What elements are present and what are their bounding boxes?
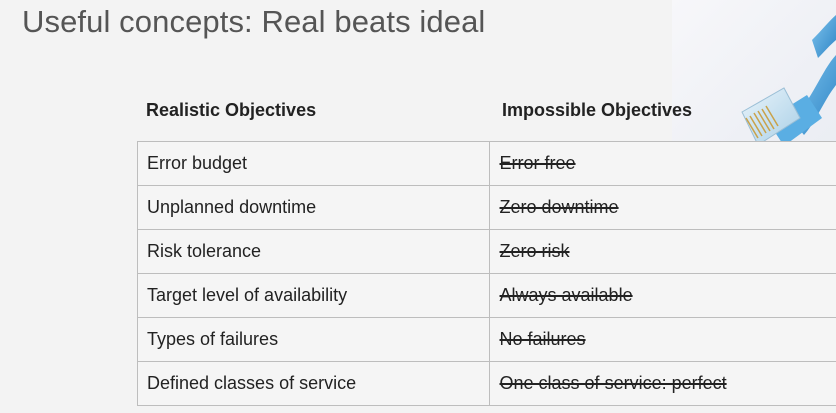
- impossible-text: Zero risk: [499, 241, 570, 261]
- realistic-cell: Types of failures: [137, 317, 490, 362]
- impossible-text: Error free: [499, 153, 576, 173]
- impossible-cell: Always available: [488, 273, 836, 318]
- slide-title: Useful concepts: Real beats ideal: [22, 4, 486, 39]
- table-row: Error budget Error free: [137, 141, 836, 186]
- realistic-cell: Error budget: [137, 141, 490, 186]
- impossible-cell: Zero risk: [488, 229, 836, 274]
- realistic-cell: Risk tolerance: [137, 229, 490, 274]
- realistic-cell: Unplanned downtime: [137, 185, 490, 230]
- header-realistic-objectives: Realistic Objectives: [146, 100, 317, 120]
- realistic-cell: Defined classes of service: [137, 361, 490, 406]
- table-row: Defined classes of service One class of …: [137, 361, 836, 406]
- impossible-text: No failures: [499, 329, 586, 349]
- table-header: Realistic Objectives Impossible Objectiv…: [137, 100, 836, 130]
- impossible-cell: One class of service: perfect: [488, 361, 836, 406]
- table-row: Types of failures No failures: [137, 317, 836, 362]
- impossible-text: One class of service: perfect: [499, 373, 727, 393]
- objectives-table: Error budget Error free Unplanned downti…: [137, 141, 836, 406]
- table-row: Risk tolerance Zero risk: [137, 229, 836, 274]
- header-impossible-objectives: Impossible Objectives: [502, 100, 693, 120]
- table-row: Target level of availability Always avai…: [137, 273, 836, 318]
- realistic-cell: Target level of availability: [137, 273, 490, 318]
- impossible-cell: No failures: [488, 317, 836, 362]
- impossible-text: Always available: [499, 285, 633, 305]
- table-row: Unplanned downtime Zero downtime: [137, 185, 836, 230]
- impossible-cell: Zero downtime: [488, 185, 836, 230]
- impossible-text: Zero downtime: [499, 197, 619, 217]
- impossible-cell: Error free: [488, 141, 836, 186]
